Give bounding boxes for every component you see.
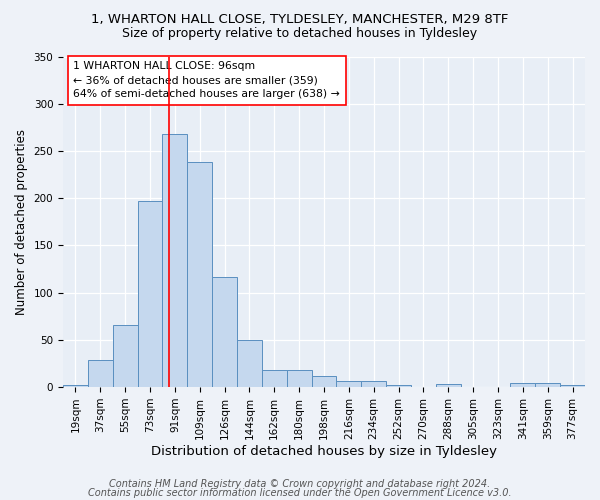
Bar [187,162,212,387]
Text: Contains public sector information licensed under the Open Government Licence v3: Contains public sector information licen… [88,488,512,498]
Bar [436,384,461,387]
Bar [163,134,187,387]
Bar [237,340,262,387]
Text: 1, WHARTON HALL CLOSE, TYLDESLEY, MANCHESTER, M29 8TF: 1, WHARTON HALL CLOSE, TYLDESLEY, MANCHE… [91,12,509,26]
Bar [212,276,237,387]
Text: Size of property relative to detached houses in Tyldesley: Size of property relative to detached ho… [122,28,478,40]
Bar [535,384,560,387]
Text: 1 WHARTON HALL CLOSE: 96sqm
← 36% of detached houses are smaller (359)
64% of se: 1 WHARTON HALL CLOSE: 96sqm ← 36% of det… [73,62,340,100]
Y-axis label: Number of detached properties: Number of detached properties [15,129,28,315]
Bar [262,370,287,387]
Bar [88,360,113,387]
Bar [137,201,163,387]
Text: Contains HM Land Registry data © Crown copyright and database right 2024.: Contains HM Land Registry data © Crown c… [109,479,491,489]
Bar [63,385,88,387]
Bar [560,385,585,387]
Bar [311,376,337,387]
Bar [511,384,535,387]
Bar [113,325,137,387]
Bar [337,382,361,387]
Bar [287,370,311,387]
X-axis label: Distribution of detached houses by size in Tyldesley: Distribution of detached houses by size … [151,444,497,458]
Bar [361,382,386,387]
Bar [386,385,411,387]
